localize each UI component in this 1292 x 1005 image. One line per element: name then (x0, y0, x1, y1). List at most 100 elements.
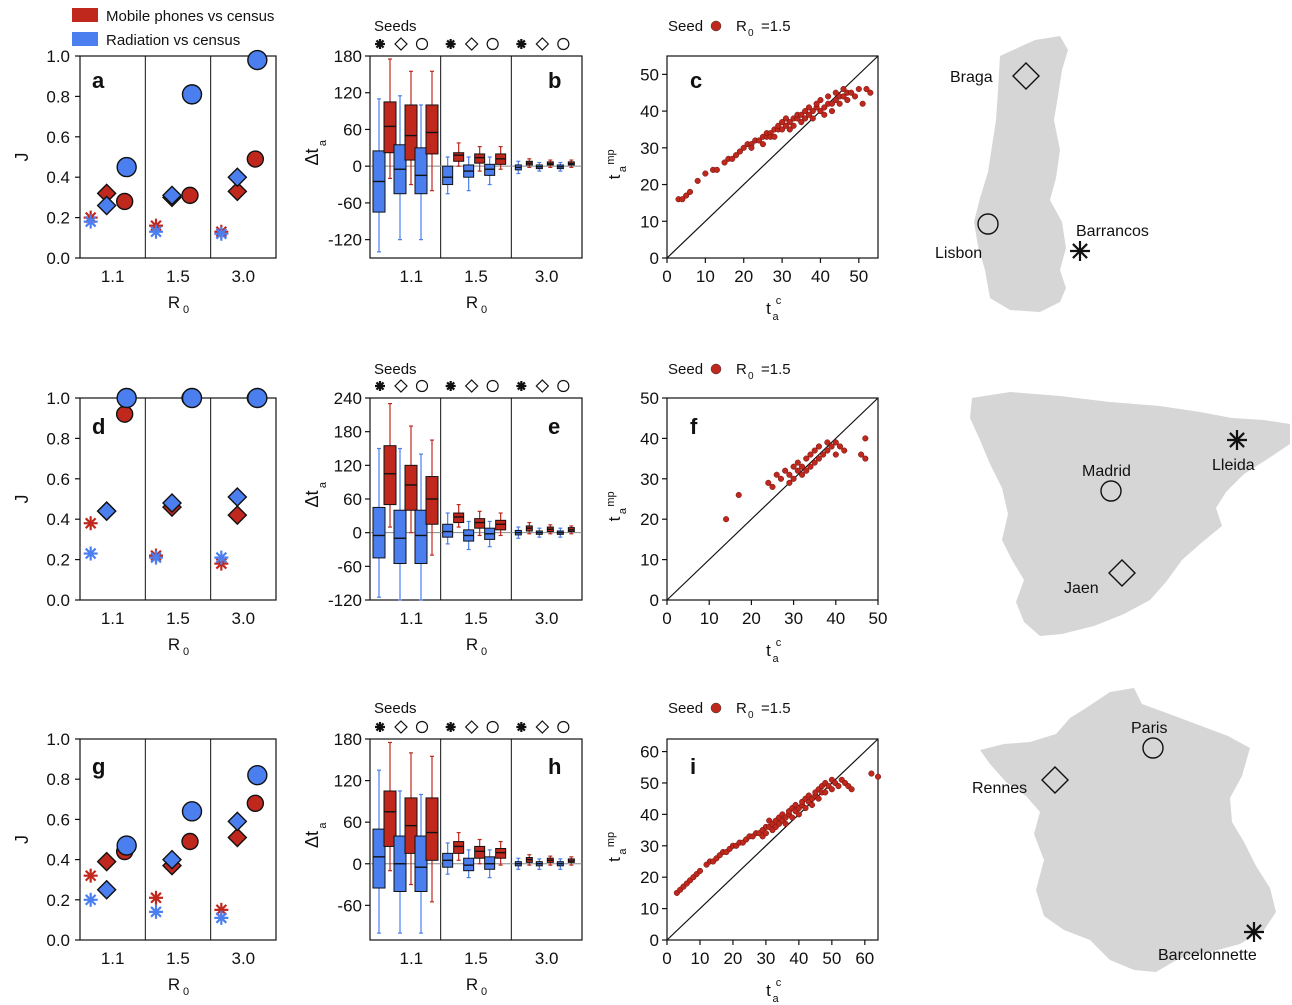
scatter-point (840, 86, 847, 93)
box-body (383, 101, 397, 154)
j-point-circle (247, 49, 268, 71)
scatter-frame (666, 397, 879, 601)
box-radiation (372, 769, 386, 934)
scatter-point (779, 126, 786, 133)
x-axis-label-sup: c (776, 637, 782, 649)
y-tick-label: 20 (640, 510, 659, 529)
box-mobile (453, 831, 465, 861)
map-spain (970, 392, 1290, 636)
j-point-circle (116, 387, 137, 409)
scatter-point (820, 451, 827, 458)
j-point-circle (246, 794, 265, 813)
seed-r0-label: R (736, 700, 747, 717)
y-tick-label: 40 (640, 429, 659, 448)
seed-header-diamond-icon (535, 379, 550, 393)
y-tick-label: 30 (640, 837, 659, 856)
y-tick-label: -60 (337, 557, 362, 576)
scatter-point (773, 471, 780, 478)
y-axis-label-sub: a (617, 848, 629, 855)
scatter-point (713, 166, 720, 173)
j-point-star-stroke (84, 517, 97, 529)
city-label-paris: Paris (1131, 720, 1167, 737)
scatter-point (811, 459, 818, 466)
y-tick-label: 10 (640, 900, 659, 919)
y-tick-label: 10 (640, 551, 659, 570)
scatter-point (683, 192, 690, 199)
j-point-star (83, 546, 98, 561)
box-mobile (474, 838, 486, 865)
x-axis-label: R (168, 975, 180, 994)
x-axis-label: R (466, 975, 478, 994)
x-axis-label-sup: c (776, 295, 782, 307)
city-marker-jaen-diamond-icon (1108, 559, 1136, 587)
scatter-point (840, 93, 847, 100)
y-tick-label: 60 (640, 743, 659, 762)
j-panel-a: 0.0 0.2 0.4 0.6 0.8 1.0 1.1 1.5 3.0 R 0 J (12, 47, 277, 316)
scatter-point (807, 463, 814, 470)
box-radiation (514, 160, 522, 175)
box-panel-frame (369, 55, 583, 259)
city-label-lleida: Lleida (1212, 457, 1255, 474)
y-axis-label-sub: a (317, 139, 329, 146)
x-axis-label: R (466, 635, 478, 654)
seed-header-star-icon (375, 39, 385, 49)
y-axis-label: t (605, 516, 624, 521)
seed-header-star-icon-stroke (446, 381, 455, 391)
seed-header-star-icon-stroke (517, 39, 526, 49)
diagonal-line (666, 738, 879, 941)
scatter-point (817, 97, 824, 104)
y-axis-label: J (12, 495, 32, 504)
x-tick-label: 40 (826, 609, 845, 628)
y-tick-label: 0 (353, 524, 362, 543)
x-tick-label: 1.1 (400, 609, 424, 628)
scatter-point (859, 100, 866, 107)
row-3: g h i Seeds Seed R 0 =1.5 (92, 700, 791, 779)
scatter-point (775, 122, 782, 129)
panel-label-a: a (92, 68, 105, 93)
seed-header-star-icon-stroke (446, 39, 455, 49)
scatter-point (858, 451, 865, 458)
j-point-diamond (96, 501, 117, 522)
j-point-circle (181, 832, 199, 851)
box-mobile (567, 159, 575, 169)
seed-r0-sub: 0 (748, 710, 754, 721)
x-tick-label: 1.5 (166, 267, 190, 286)
x-axis-label-sub: 0 (481, 986, 487, 998)
scatter-point (759, 141, 766, 148)
y-tick-label: 50 (640, 389, 659, 408)
scatter-point (786, 479, 793, 486)
legend-label-mobile: Mobile phones vs census (106, 8, 274, 25)
y-axis-label-sup: mp (605, 491, 617, 506)
seed-header-star-icon (445, 722, 456, 732)
x-axis-label-sub: a (772, 311, 779, 323)
scatter-point (786, 126, 793, 133)
scatter-point (748, 144, 755, 151)
scatter-point (862, 455, 869, 462)
scatter-point (786, 471, 793, 478)
box-mobile (546, 855, 554, 866)
x-axis-label: R (168, 635, 180, 654)
box-body (442, 165, 454, 186)
y-tick-label: 60 (343, 120, 362, 139)
x-tick-label: 20 (723, 949, 742, 968)
y-tick-label: 0 (353, 157, 362, 176)
x-tick-label: 1.5 (464, 949, 488, 968)
city-marker-braga-diamond-icon (1012, 62, 1040, 90)
y-tick-label: 0.8 (46, 429, 70, 448)
box-radiation (484, 849, 496, 879)
box-radiation (535, 527, 543, 538)
j-point-star-stroke (150, 906, 162, 918)
x-axis-label-sub: 0 (183, 646, 189, 658)
y-axis-label: t (605, 174, 624, 179)
seed-header-circle-icon (415, 379, 429, 393)
j-point-star-stroke (150, 226, 162, 238)
box-mobile (546, 159, 554, 169)
city-label-barrancos: Barrancos (1076, 223, 1149, 240)
x-tick-label: 10 (696, 267, 715, 286)
x-tick-label: 50 (869, 609, 888, 628)
scatter-frame (666, 738, 879, 941)
city-marker-madrid-circle-icon (1100, 480, 1122, 502)
seed-header-circle-icon (557, 379, 570, 393)
plots: 0.00.20.40.60.81.01.1 1.5 3.0R 0J180120600-… (12, 37, 887, 1005)
